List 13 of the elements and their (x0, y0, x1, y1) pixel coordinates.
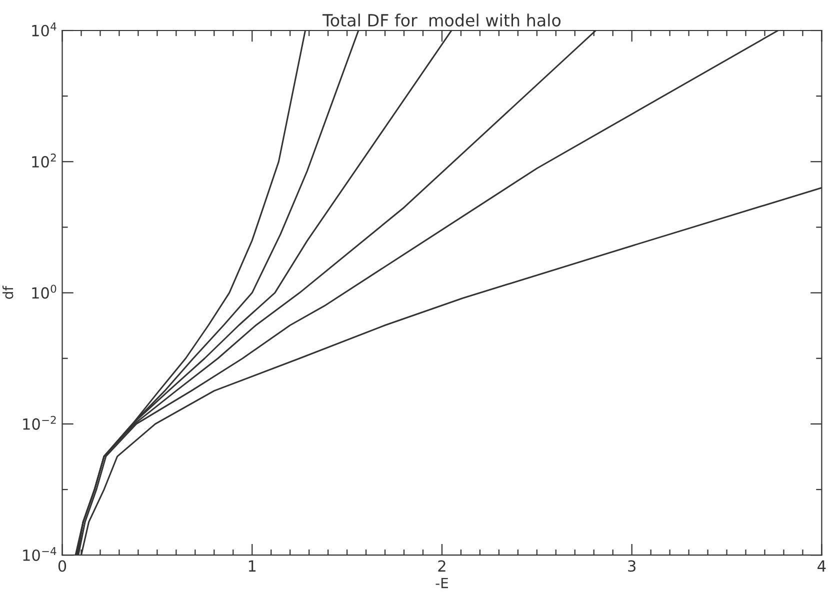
y-tick-label: 10$^{4}$ (32, 22, 56, 36)
x-tick-label: 4 (818, 560, 826, 572)
y-tick-label: 10$^{2}$ (32, 154, 56, 168)
chart-title: Total DF for model with halo (322, 14, 561, 27)
x-tick-label: 1 (248, 560, 256, 572)
y-tick-label: 10$^{−4}$ (23, 547, 56, 562)
x-tick-label: 0 (58, 560, 66, 572)
x-tick-label: 3 (628, 560, 636, 572)
y-tick-label: 10$^{−2}$ (23, 416, 56, 430)
x-axis-title: -E (436, 578, 448, 588)
y-tick-label: 10$^{0}$ (32, 284, 56, 299)
x-tick-label: 2 (438, 560, 446, 572)
y-axis-title: df (2, 286, 14, 299)
